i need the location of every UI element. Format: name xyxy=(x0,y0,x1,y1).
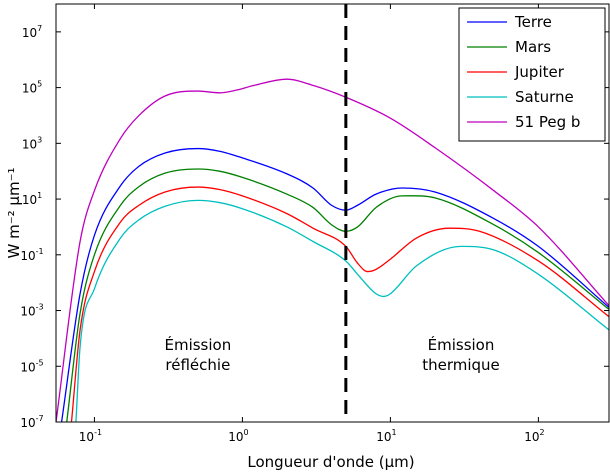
y-tick-label: 10-7 xyxy=(20,414,43,430)
x-axis-label: Longueur d'onde (μm) xyxy=(247,453,414,471)
series-line-0 xyxy=(60,147,609,422)
x-tick-label: 100 xyxy=(228,428,248,444)
annotation-1-line-1: thermique xyxy=(422,356,500,374)
y-tick-label: 10-3 xyxy=(20,303,43,319)
y-tick-label: 101 xyxy=(22,191,42,207)
x-tick-label: 102 xyxy=(524,428,544,444)
legend-label-2: Jupiter xyxy=(514,63,565,81)
annotation-1-line-0: Émission xyxy=(428,335,495,354)
y-tick-label: 105 xyxy=(22,80,42,96)
x-tick-label: 10-1 xyxy=(79,428,102,444)
annotation-0-line-1: réfléchie xyxy=(165,356,230,374)
series-line-3 xyxy=(75,199,609,422)
x-tick-label: 101 xyxy=(376,428,396,444)
y-tick-label: 107 xyxy=(22,24,42,40)
region-annotations: Émission réfléchie Émission thermique xyxy=(164,335,499,374)
series-line-4 xyxy=(56,78,609,422)
legend-label-3: Saturne xyxy=(515,88,574,106)
legend-label-1: Mars xyxy=(515,38,551,56)
series-line-1 xyxy=(66,168,609,422)
legend-frame xyxy=(458,7,606,142)
legend-label-4: 51 Peg b xyxy=(515,113,580,131)
annotation-0-line-0: Émission xyxy=(164,335,231,354)
y-tick-label: 10-1 xyxy=(20,247,43,263)
plot-frame xyxy=(55,3,610,423)
legend-label-0: Terre xyxy=(514,13,552,31)
series-line-2 xyxy=(70,186,609,422)
y-axis-label: W m⁻² μm⁻¹ xyxy=(5,168,23,259)
y-tick-label: 103 xyxy=(22,135,42,151)
y-tick-label: 10-5 xyxy=(20,358,43,374)
legend: Terre Mars Jupiter Saturne 51 Peg b xyxy=(458,7,606,142)
series-lines xyxy=(56,78,609,422)
